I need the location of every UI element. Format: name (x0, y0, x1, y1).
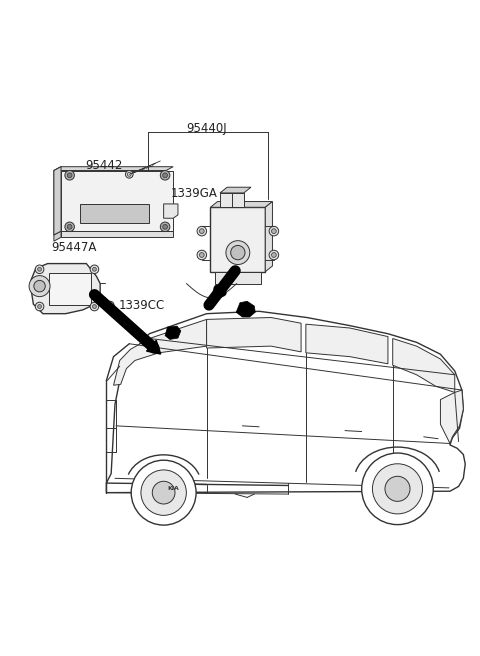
Circle shape (272, 253, 276, 257)
Polygon shape (210, 207, 265, 272)
Polygon shape (215, 272, 261, 283)
Circle shape (163, 224, 168, 229)
Polygon shape (107, 312, 465, 493)
Circle shape (29, 276, 50, 297)
Polygon shape (206, 318, 301, 352)
Polygon shape (114, 319, 206, 385)
Circle shape (34, 280, 45, 292)
Circle shape (163, 173, 168, 178)
Circle shape (67, 224, 72, 229)
Polygon shape (80, 204, 149, 223)
Text: 95440J: 95440J (186, 122, 227, 135)
Text: 1339CC: 1339CC (118, 299, 165, 312)
Polygon shape (265, 201, 273, 272)
Circle shape (231, 245, 245, 260)
Circle shape (272, 229, 276, 234)
Circle shape (141, 470, 186, 516)
Text: 95447A: 95447A (51, 241, 97, 255)
Polygon shape (236, 301, 255, 317)
Circle shape (160, 222, 170, 232)
Polygon shape (306, 324, 388, 364)
Polygon shape (61, 231, 173, 237)
Circle shape (362, 453, 433, 525)
Circle shape (197, 226, 206, 236)
Polygon shape (49, 273, 91, 305)
Circle shape (37, 268, 41, 271)
Polygon shape (165, 326, 181, 339)
Circle shape (93, 304, 96, 308)
Circle shape (372, 464, 422, 514)
Polygon shape (393, 338, 455, 392)
Text: 1339GA: 1339GA (171, 187, 217, 200)
Polygon shape (54, 167, 61, 235)
Circle shape (385, 476, 410, 501)
Circle shape (269, 226, 279, 236)
Polygon shape (61, 171, 173, 231)
Circle shape (67, 173, 72, 178)
Circle shape (226, 241, 250, 264)
Text: 95442: 95442 (85, 159, 122, 173)
Circle shape (199, 253, 204, 257)
Polygon shape (220, 193, 244, 207)
Circle shape (35, 265, 44, 274)
Circle shape (93, 268, 96, 271)
Circle shape (160, 171, 170, 180)
Polygon shape (441, 390, 463, 443)
Circle shape (35, 302, 44, 311)
Circle shape (131, 461, 196, 525)
Circle shape (199, 229, 204, 234)
Circle shape (90, 302, 99, 311)
Circle shape (152, 482, 175, 504)
Circle shape (125, 171, 133, 178)
Circle shape (37, 304, 41, 308)
Circle shape (197, 250, 206, 260)
Circle shape (107, 301, 114, 309)
Text: KiA: KiA (167, 486, 179, 491)
Circle shape (90, 265, 99, 274)
Polygon shape (31, 264, 100, 314)
Circle shape (269, 250, 279, 260)
Polygon shape (164, 204, 178, 218)
Polygon shape (220, 187, 251, 193)
Circle shape (65, 171, 74, 180)
Polygon shape (54, 167, 173, 171)
Polygon shape (54, 231, 61, 241)
Polygon shape (210, 201, 273, 207)
Circle shape (65, 222, 74, 232)
Polygon shape (54, 167, 61, 235)
